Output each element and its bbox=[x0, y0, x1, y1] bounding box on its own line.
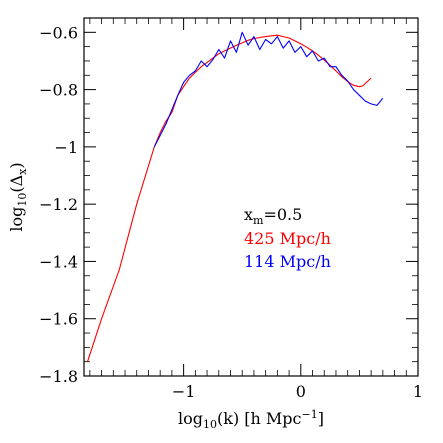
series-line-114 bbox=[153, 31, 384, 148]
y-tick-label: −0.8 bbox=[39, 81, 78, 100]
series-lines bbox=[86, 31, 384, 362]
y-tick-labels: −1.8 −1.6 −1.4 −1.2 −1 −0.8 −0.6 bbox=[39, 23, 78, 386]
series-line-425 bbox=[86, 34, 372, 362]
major-ticks bbox=[84, 18, 419, 377]
y-tick-label: −1.2 bbox=[39, 195, 78, 214]
x-tick-label: 1 bbox=[413, 382, 423, 401]
y-tick-label: −1.4 bbox=[39, 252, 78, 271]
x-axis-label: log10(k) [h Mpc−1] bbox=[178, 408, 324, 431]
annotation-xm: xm=0.5 bbox=[244, 205, 302, 227]
y-tick-label: −0.6 bbox=[39, 23, 78, 42]
x-tick-labels: −1 0 1 bbox=[172, 382, 423, 401]
minor-ticks bbox=[84, 17, 418, 376]
x-tick-label: 0 bbox=[296, 382, 306, 401]
x-tick-label: −1 bbox=[172, 382, 196, 401]
legend-entry-425: 425 Mpc/h bbox=[244, 229, 331, 248]
y-tick-label: −1.8 bbox=[39, 367, 78, 386]
y-tick-label: −1.6 bbox=[39, 310, 78, 329]
y-tick-label: −1 bbox=[54, 138, 78, 157]
y-axis-label: log10(Δx) bbox=[7, 162, 29, 231]
legend-entry-114: 114 Mpc/h bbox=[244, 252, 331, 271]
plot-frame bbox=[83, 17, 419, 377]
